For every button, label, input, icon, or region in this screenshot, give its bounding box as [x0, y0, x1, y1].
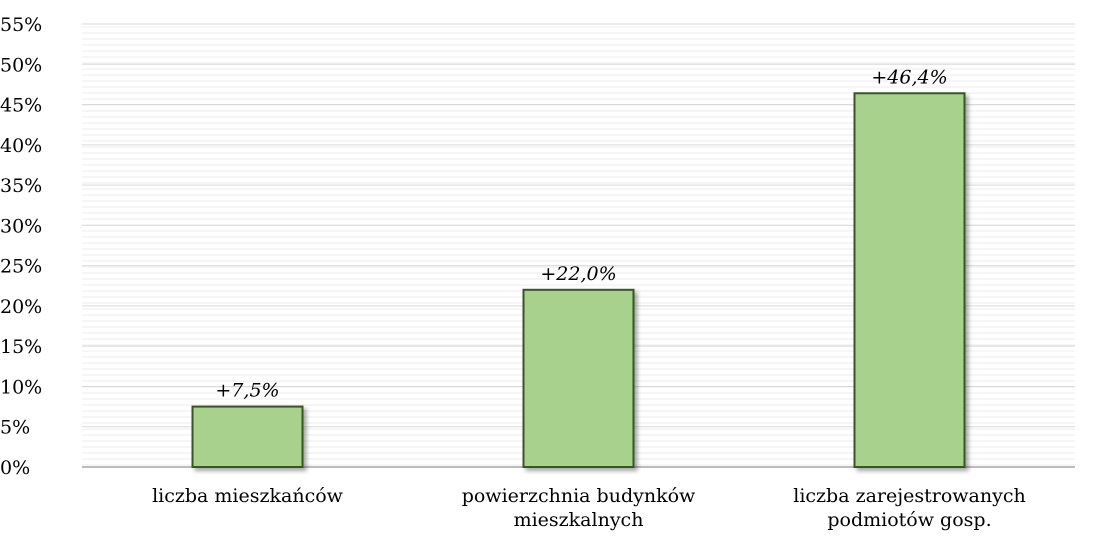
y-tick-label: 10%	[0, 376, 42, 398]
x-tick-label: podmiotów gosp.	[827, 509, 991, 531]
x-tick-label: liczba mieszkańców	[152, 485, 344, 507]
y-tick-label: 0%	[0, 457, 30, 479]
y-tick-label: 25%	[0, 256, 42, 278]
bar	[522, 288, 635, 468]
x-tick-label: mieszkalnych	[514, 509, 644, 531]
y-tick-label: 30%	[0, 215, 42, 237]
data-label: +7,5%	[215, 380, 279, 402]
data-label: +46,4%	[871, 66, 947, 88]
y-tick-label: 40%	[0, 135, 42, 157]
y-tick-label: 35%	[0, 175, 42, 197]
data-label: +22,0%	[540, 263, 616, 285]
bar	[853, 92, 966, 468]
y-tick-label: 50%	[0, 54, 42, 76]
labels: +7,5% liczba mieszkańców +22,0% powierzchni…	[152, 66, 1026, 531]
y-tick-label: 5%	[0, 417, 30, 439]
y-tick-label: 55%	[0, 14, 42, 36]
bar	[191, 405, 304, 469]
y-tick-label: 20%	[0, 296, 42, 318]
x-tick-label: liczba zarejestrowanych	[793, 485, 1025, 507]
y-tick-label: 45%	[0, 95, 42, 117]
y-tick-label: 15%	[0, 336, 42, 358]
bars	[191, 92, 966, 469]
x-tick-label: powierzchnia budynków	[462, 485, 696, 507]
